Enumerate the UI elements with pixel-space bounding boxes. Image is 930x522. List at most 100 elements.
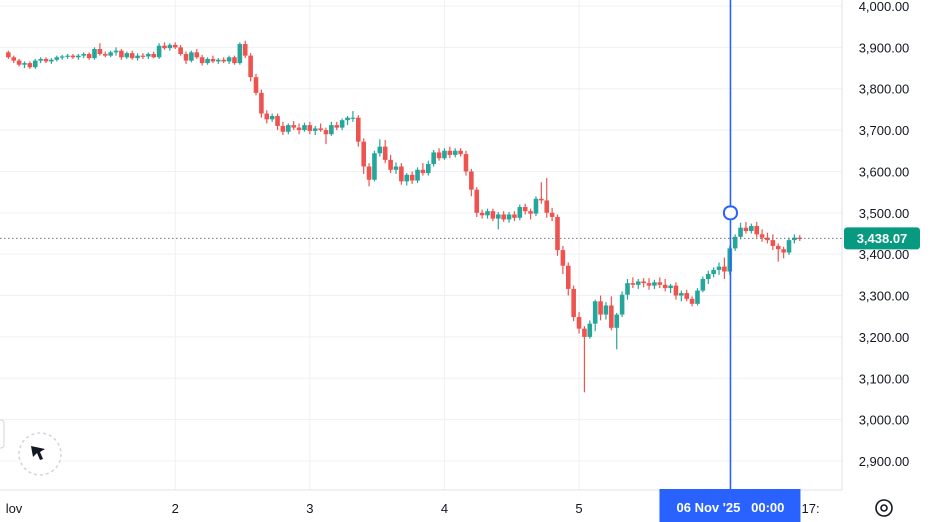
candle-body-down xyxy=(447,150,453,155)
candle-body-up xyxy=(226,57,232,62)
candle-body-down xyxy=(178,47,183,54)
candle-body-down xyxy=(232,57,237,64)
candle-body-up xyxy=(312,128,318,131)
candle-body-down xyxy=(775,245,781,250)
candle-body-up xyxy=(81,53,87,56)
settings-gear-button[interactable] xyxy=(875,499,893,517)
candle-body-up xyxy=(732,236,738,249)
candle-body-down xyxy=(361,141,366,167)
candle-body-down xyxy=(399,166,404,182)
candle-body-down xyxy=(307,125,313,131)
candle-body-up xyxy=(22,63,27,65)
crosshair-time-label: 06 Nov '25 00:00 xyxy=(677,500,785,515)
candle-body-up xyxy=(205,58,210,64)
candle-body-down xyxy=(555,216,560,251)
candle-body-up xyxy=(59,56,65,58)
candle-body-down xyxy=(743,227,749,232)
candle-body-down xyxy=(242,44,248,56)
candle-body-down xyxy=(512,214,517,218)
candle-body-up xyxy=(345,117,350,121)
candle-body-down xyxy=(129,53,135,59)
gear-icon-inner xyxy=(880,504,888,512)
candle-body-down xyxy=(248,55,253,78)
candle-body-down xyxy=(355,117,361,142)
candle-body-up xyxy=(533,198,539,214)
candle-body-down xyxy=(420,169,426,174)
candle-body-down xyxy=(549,212,555,217)
candle-body-up xyxy=(167,44,173,49)
candle-body-up xyxy=(49,59,54,62)
candle-body-up xyxy=(146,53,151,57)
candle-body-down xyxy=(6,52,11,58)
candle-body-up xyxy=(485,211,490,216)
candle-body-down xyxy=(501,214,506,220)
candle-body-up xyxy=(302,125,307,131)
candle-body-up xyxy=(749,226,754,232)
candle-body-up xyxy=(216,59,221,62)
candle-body-up xyxy=(92,49,97,59)
time-axis-tick-label: 3 xyxy=(306,501,313,516)
candle-body-up xyxy=(587,323,593,337)
candle-body-down xyxy=(172,44,178,48)
candle-body-down xyxy=(253,77,259,93)
candle-body-down xyxy=(16,60,22,65)
candle-body-up xyxy=(339,120,345,128)
candle-body-up xyxy=(404,174,410,182)
time-axis[interactable]: lov 2 3 4 5 17: xyxy=(6,501,820,516)
candle-body-up xyxy=(517,207,523,218)
candle-body-down xyxy=(770,240,776,246)
candle-body-up xyxy=(652,282,657,286)
candle-body-down xyxy=(630,283,636,285)
candle-body-down xyxy=(183,53,189,61)
last-price-badge-bg xyxy=(844,227,920,250)
candle-body-down xyxy=(582,328,587,337)
candle-body-up xyxy=(377,146,383,154)
candle-body-up xyxy=(738,227,743,237)
candle-body-down xyxy=(43,58,49,62)
candle-body-up xyxy=(189,52,194,61)
candle-body-up xyxy=(135,55,140,59)
candle-body-up xyxy=(603,305,609,315)
candle-body-down xyxy=(657,282,663,285)
time-axis-tick-label: 2 xyxy=(172,501,179,516)
candle-body-down xyxy=(797,237,803,239)
candle-body-up xyxy=(716,266,722,270)
price-axis-tick-label: 3,600.00 xyxy=(859,164,910,179)
price-axis-tick-label: 3,400.00 xyxy=(859,247,910,262)
candle-body-down xyxy=(463,154,469,172)
candle-body-down xyxy=(641,281,646,284)
crosshair-handle[interactable] xyxy=(722,205,738,221)
price-axis-tick-label: 3,900.00 xyxy=(859,40,910,55)
candle-body-up xyxy=(705,274,711,279)
candle-body-down xyxy=(722,266,727,272)
candle-body-down xyxy=(151,53,157,58)
time-axis-tick-label: 4 xyxy=(441,501,448,516)
price-axis-tick-label: 3,000.00 xyxy=(859,413,910,428)
price-axis-tick-label: 3,700.00 xyxy=(859,123,910,138)
candle-body-down xyxy=(544,200,550,213)
candle-body-up xyxy=(619,294,625,315)
candle-body-down xyxy=(102,53,108,56)
candle-body-down xyxy=(458,150,463,155)
candle-body-up xyxy=(711,269,716,275)
candle-body-down xyxy=(382,146,388,160)
candle-body-up xyxy=(32,60,38,68)
left-edge-panel-tab[interactable] xyxy=(0,419,5,449)
candle-body-down xyxy=(576,317,582,329)
candle-body-down xyxy=(689,298,695,304)
candle-body-down xyxy=(388,159,393,170)
candle-body-down xyxy=(571,288,576,318)
price-axis[interactable]: 4,000.00 3,900.00 3,800.00 3,700.00 3,600.00… xyxy=(859,0,910,469)
crosshair-time-badge: 06 Nov '25 00:00 xyxy=(659,489,801,522)
candle-body-up xyxy=(614,314,620,328)
candles-layer xyxy=(6,40,803,393)
crosshair-time-badge-bg xyxy=(659,489,801,522)
price-axis-tick-label: 3,200.00 xyxy=(859,330,910,345)
candle-body-up xyxy=(668,285,673,289)
candle-body-down xyxy=(296,127,302,131)
candle-body-up xyxy=(425,164,431,174)
candle-body-down xyxy=(474,189,480,213)
drawing-tool-button[interactable] xyxy=(18,432,62,476)
